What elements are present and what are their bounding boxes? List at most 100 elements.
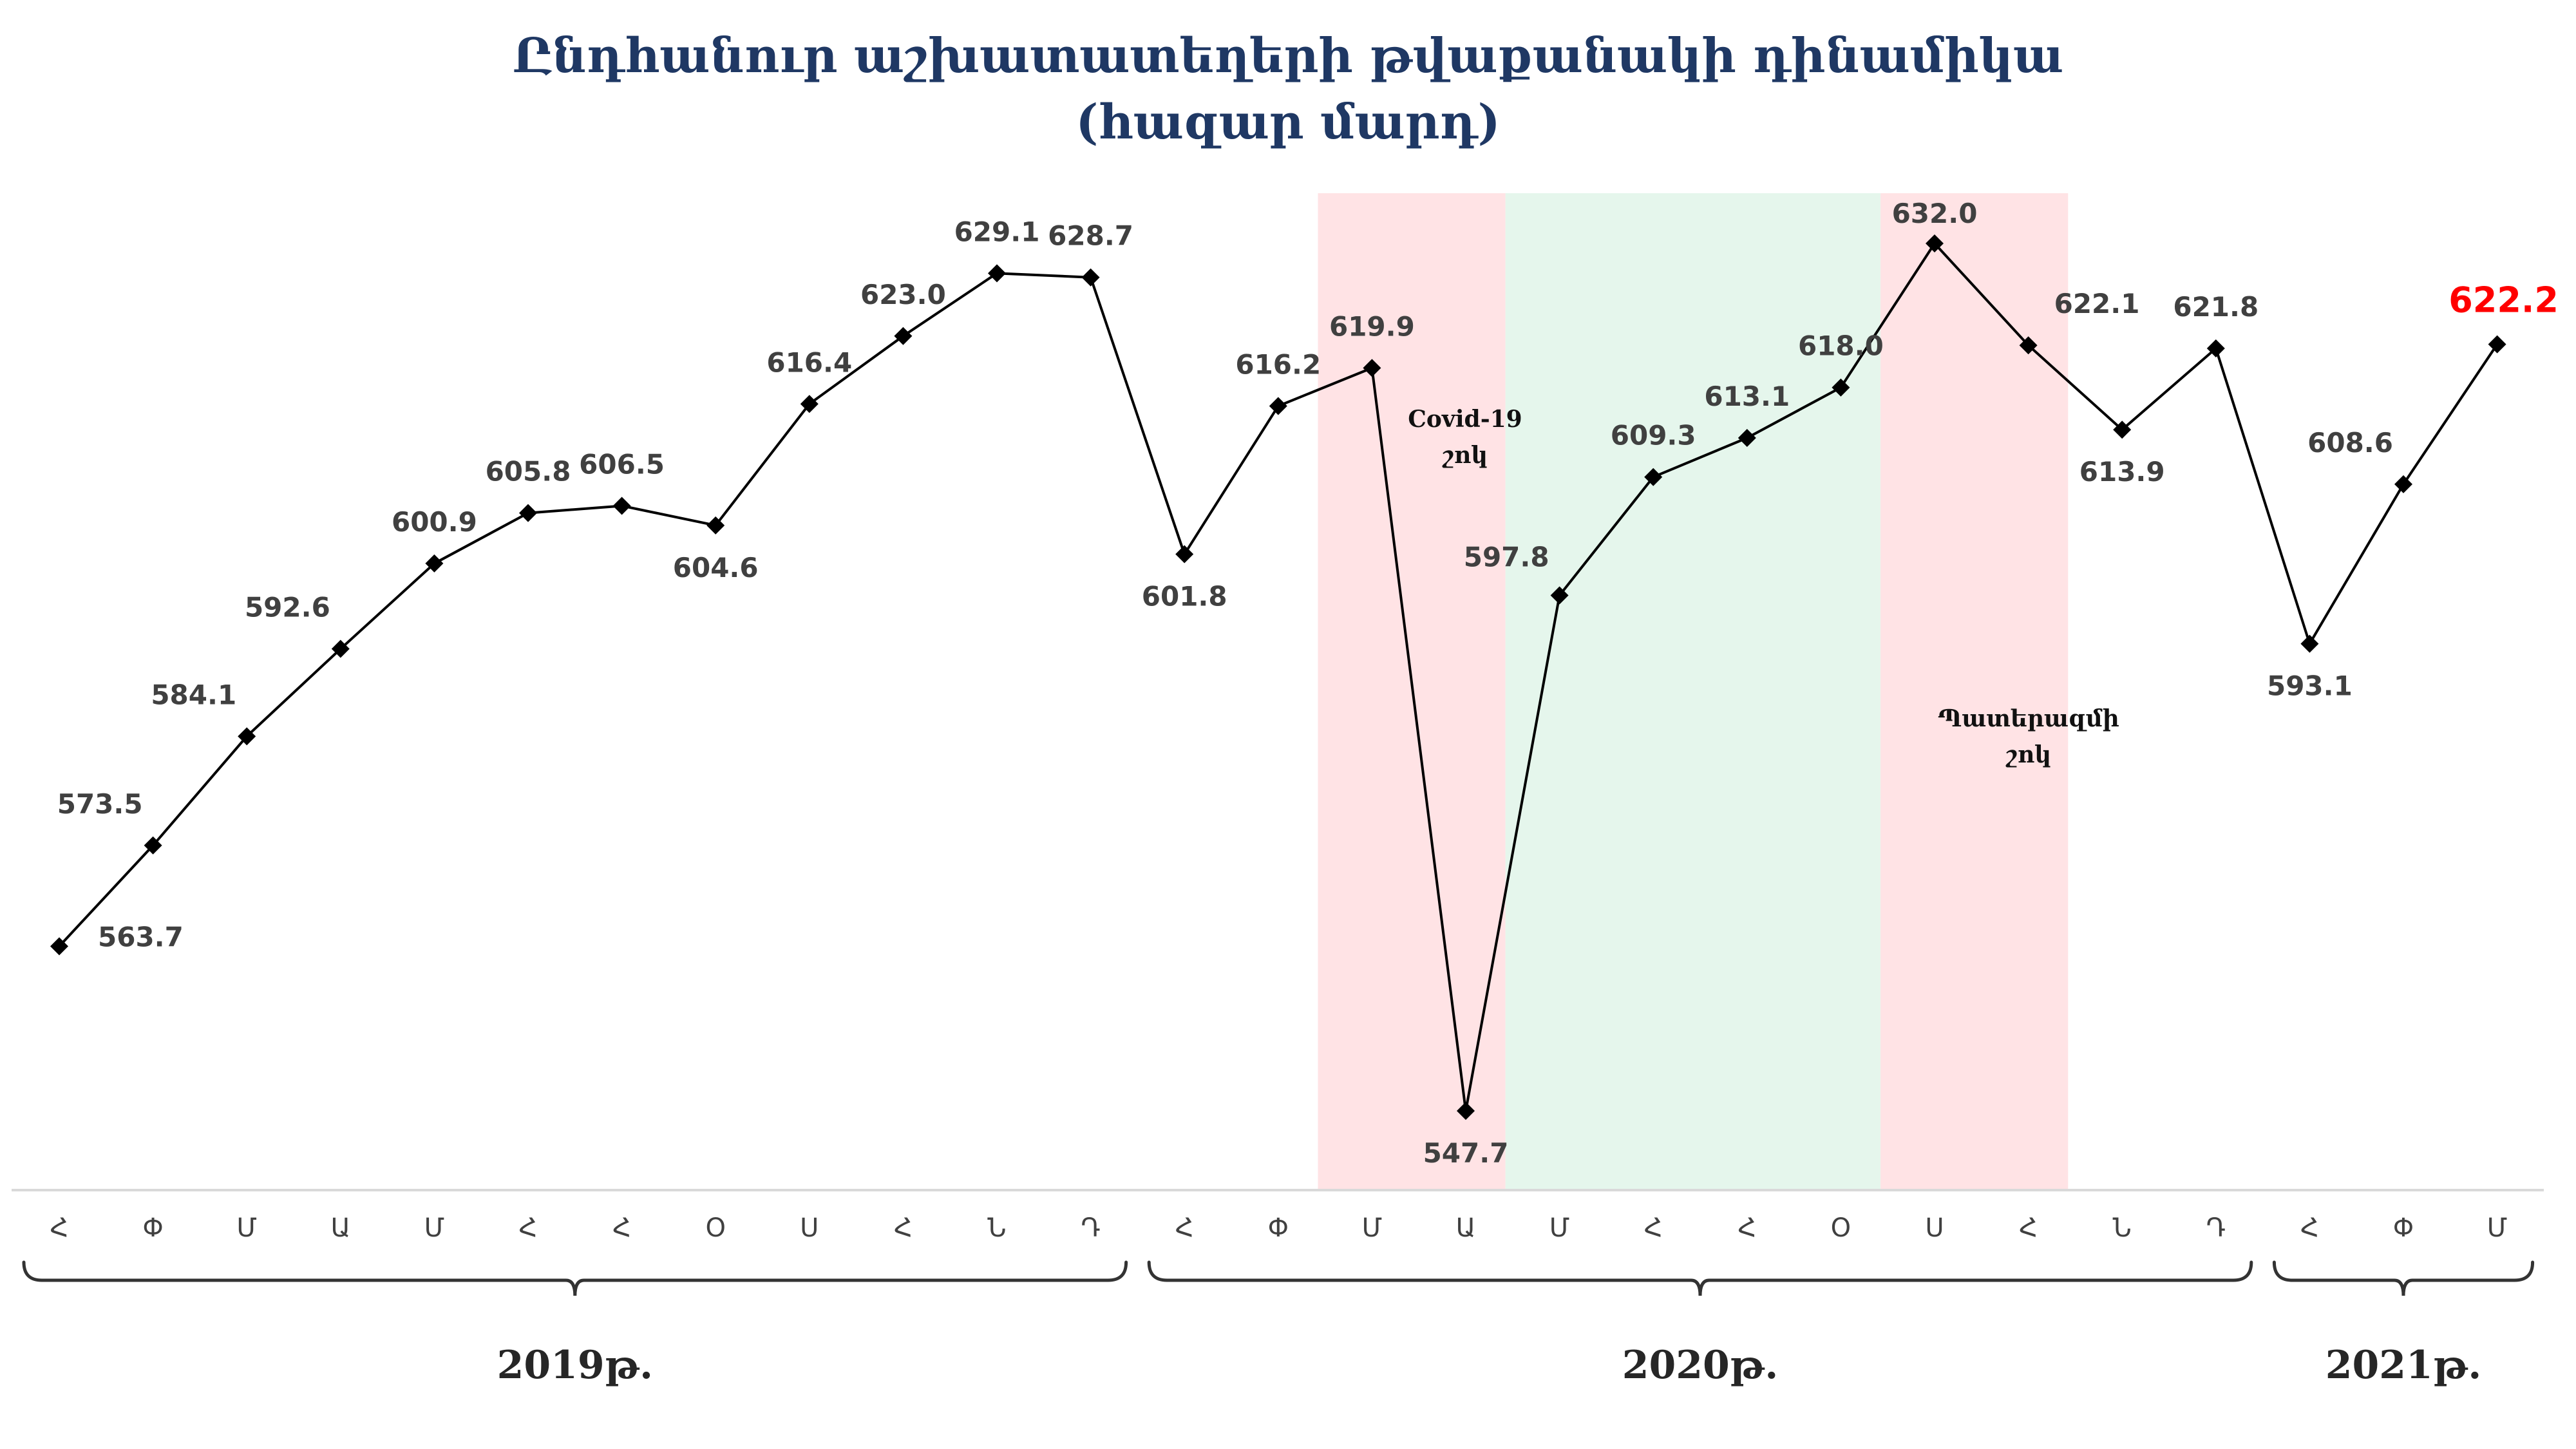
data-label-14: 619.9 (1329, 310, 1415, 342)
x-tick-label-10: Ն (987, 1213, 1006, 1243)
x-tick-label-0: Հ (50, 1213, 69, 1243)
x-tick-label-6: Հ (612, 1213, 631, 1243)
data-label-1: 573.5 (57, 788, 143, 820)
data-point-10 (988, 264, 1006, 283)
period-labels: Covid-19 շոկ Պատերազմի շոկ (1408, 406, 2119, 768)
data-point-0 (50, 937, 68, 956)
data-label-3: 592.6 (245, 592, 330, 623)
x-tick-label-21: Հ (2019, 1213, 2038, 1243)
data-label-25: 608.6 (2307, 427, 2393, 459)
x-tick-label-19: Օ (1831, 1213, 1851, 1243)
data-label-0: 563.7 (98, 921, 184, 952)
period-label-0-line1: Covid-19 (1408, 406, 1522, 433)
data-point-17 (1644, 468, 1663, 486)
data-label-11: 628.7 (1048, 220, 1133, 252)
year-label-1: 2020թ. (1622, 1343, 1778, 1388)
x-tick-label-26: Մ (2487, 1213, 2508, 1243)
x-tick-label-12: Հ (1175, 1213, 1194, 1243)
x-tick-label-1: Փ (142, 1213, 163, 1243)
x-tick-label-23: Դ (2206, 1213, 2226, 1243)
data-point-5 (519, 504, 537, 522)
x-tick-label-11: Դ (1081, 1213, 1101, 1243)
period-bands (1318, 193, 2069, 1190)
x-tick-label-25: Փ (2393, 1213, 2414, 1243)
data-point-16 (1550, 586, 1569, 605)
data-point-4 (425, 554, 444, 573)
period-label-2-line2: շոկ (2005, 741, 2051, 768)
data-label-6: 606.5 (579, 448, 665, 480)
chart-title: Ընդհանուր աշխատատեղերի թվաքանակի դինամիկ… (513, 28, 2063, 84)
data-label-7: 604.6 (673, 552, 759, 583)
data-label-17: 609.3 (1611, 420, 1696, 451)
year-bracket-2 (2272, 1260, 2535, 1296)
data-point-11 (1081, 268, 1100, 287)
year-brackets: 2019թ. 2020թ. 2021թ. (22, 1260, 2535, 1388)
period-band-1 (1505, 193, 1881, 1190)
data-label-24: 593.1 (2267, 670, 2353, 702)
data-point-15 (1457, 1102, 1475, 1120)
x-tick-label-18: Հ (1738, 1213, 1756, 1243)
data-point-7 (706, 516, 725, 535)
data-point-20 (1926, 234, 1944, 252)
data-label-18: 613.1 (1704, 381, 1790, 412)
period-label-0-line2: շոկ (1442, 442, 1488, 469)
period-band-2 (1880, 193, 2069, 1190)
data-point-2 (238, 727, 256, 746)
data-label-21: 622.1 (2054, 288, 2140, 319)
year-bracket-0 (22, 1260, 1128, 1296)
data-label-9: 623.0 (860, 279, 946, 310)
period-label-2-line1: Պատերազմի (1938, 705, 2119, 732)
x-tick-label-14: Մ (1362, 1213, 1383, 1243)
data-label-5: 605.8 (486, 456, 571, 488)
data-point-8 (800, 395, 819, 413)
data-point-18 (1738, 428, 1756, 447)
data-point-19 (1832, 378, 1850, 397)
data-point-26 (2488, 335, 2506, 354)
data-label-23: 621.8 (2173, 291, 2259, 323)
x-tick-label-20: Ս (1925, 1213, 1944, 1243)
chart-subtitle: (հազար մարդ) (1075, 95, 1500, 150)
data-point-9 (894, 327, 913, 345)
x-tick-label-4: Մ (424, 1213, 445, 1243)
data-point-22 (2113, 421, 2132, 439)
x-tick-label-15: Ա (1456, 1213, 1476, 1243)
series-line (50, 234, 2506, 1120)
data-label-16: 597.8 (1464, 541, 1549, 573)
x-tick-label-7: Օ (705, 1213, 725, 1243)
year-label-0: 2019թ. (497, 1343, 653, 1388)
data-point-12 (1175, 545, 1194, 564)
data-label-19: 618.0 (1798, 330, 1884, 362)
x-tick-label-3: Ա (330, 1213, 350, 1243)
data-label-2: 584.1 (151, 679, 236, 710)
data-label-4: 600.9 (392, 506, 477, 538)
x-tick-label-8: Ս (800, 1213, 819, 1243)
x-tick-label-16: Մ (1549, 1213, 1570, 1243)
data-label-20: 632.0 (1892, 198, 1978, 229)
x-tick-label-13: Փ (1268, 1213, 1289, 1243)
data-label-8: 616.4 (766, 346, 852, 378)
x-tick-label-17: Հ (1644, 1213, 1663, 1243)
data-point-24 (2300, 634, 2319, 653)
data-point-23 (2206, 339, 2225, 357)
year-bracket-1 (1147, 1260, 2253, 1296)
data-label-26: 622.2 (2448, 280, 2559, 321)
x-tick-label-9: Հ (894, 1213, 913, 1243)
data-label-13: 616.2 (1235, 348, 1321, 380)
data-label-15: 547.7 (1423, 1137, 1509, 1169)
data-point-13 (1269, 397, 1287, 415)
data-label-22: 613.9 (2079, 456, 2165, 488)
x-tick-label-24: Հ (2300, 1213, 2319, 1243)
data-label-12: 601.8 (1142, 581, 1227, 612)
x-tick-label-5: Հ (519, 1213, 538, 1243)
data-point-14 (1363, 359, 1381, 377)
year-label-2: 2021թ. (2325, 1343, 2481, 1388)
data-point-3 (331, 639, 350, 658)
x-tick-label-22: Ն (2113, 1213, 2132, 1243)
data-labels: 563.7 573.5 584.1 592.6 600.9 605.8 606.5 604.6… (57, 198, 2559, 1169)
data-label-10: 629.1 (954, 216, 1040, 247)
data-point-6 (612, 497, 631, 515)
x-tick-label-2: Մ (236, 1213, 257, 1243)
data-point-21 (2019, 336, 2038, 355)
